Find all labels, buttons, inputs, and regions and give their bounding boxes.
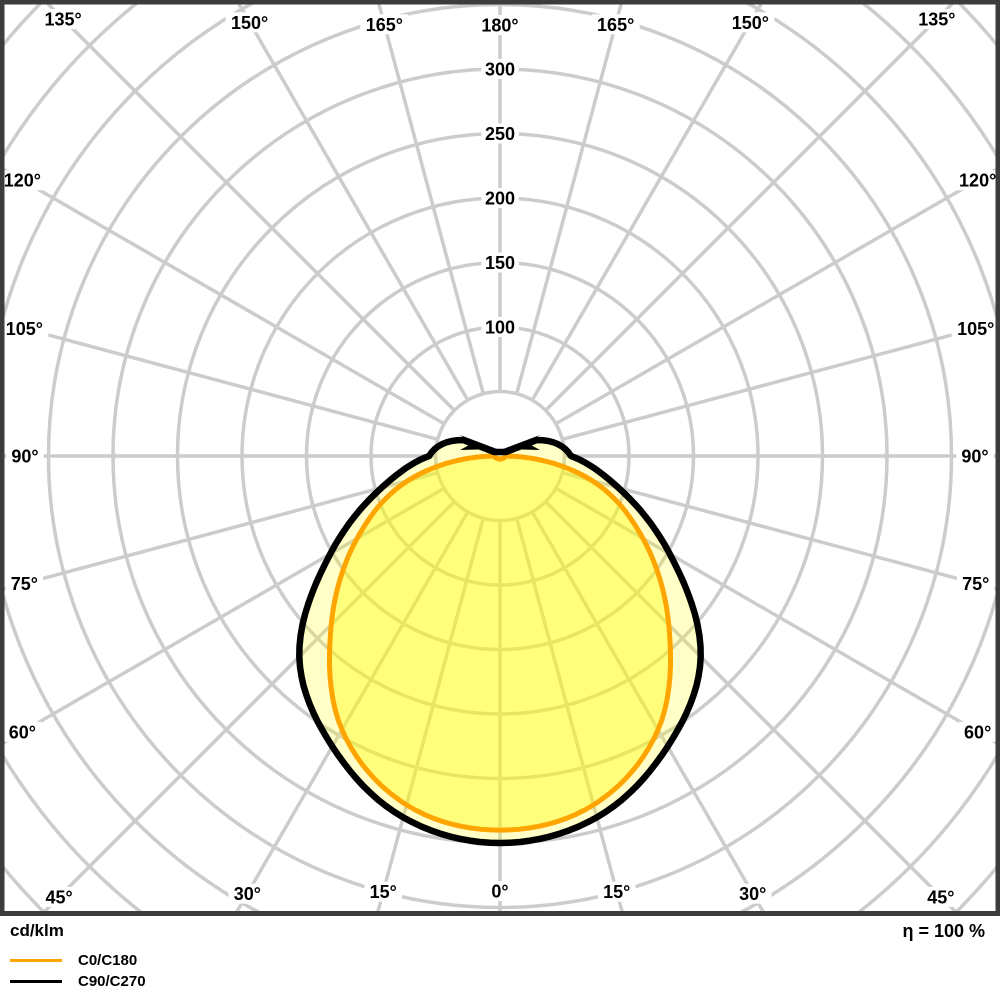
svg-text:150: 150 (485, 253, 515, 273)
svg-text:30°: 30° (739, 884, 766, 904)
svg-text:180°: 180° (481, 16, 518, 36)
svg-text:60°: 60° (964, 722, 991, 742)
svg-text:45°: 45° (927, 887, 954, 907)
svg-text:75°: 75° (11, 574, 38, 594)
svg-text:120°: 120° (4, 171, 41, 191)
svg-text:200: 200 (485, 189, 515, 209)
svg-text:105°: 105° (957, 319, 994, 339)
svg-text:45°: 45° (46, 887, 73, 907)
legend-swatch-c0-c180 (10, 959, 62, 962)
svg-text:90°: 90° (11, 447, 38, 467)
svg-text:165°: 165° (597, 15, 634, 35)
svg-text:75°: 75° (962, 574, 989, 594)
svg-text:60°: 60° (9, 722, 36, 742)
svg-text:15°: 15° (370, 882, 397, 902)
svg-text:0°: 0° (491, 882, 508, 902)
svg-text:15°: 15° (603, 882, 630, 902)
svg-text:105°: 105° (6, 319, 43, 339)
svg-text:150°: 150° (732, 13, 769, 33)
efficiency-label: η = 100 % (902, 921, 985, 941)
svg-text:300: 300 (485, 60, 515, 80)
chart-footer: cd/klm η = 100 % C0/C180 C90/C270 (0, 916, 1000, 1000)
svg-text:120°: 120° (959, 171, 996, 191)
legend-item: C90/C270 (10, 971, 1000, 992)
svg-text:90°: 90° (961, 447, 988, 467)
footer-labels: cd/klm η = 100 % (0, 916, 1000, 942)
legend: C0/C180 C90/C270 (0, 942, 1000, 992)
svg-text:250: 250 (485, 124, 515, 144)
legend-item: C0/C180 (10, 950, 1000, 971)
legend-swatch-c90-c270 (10, 980, 62, 983)
svg-text:165°: 165° (366, 15, 403, 35)
svg-text:135°: 135° (45, 10, 82, 30)
polar-intensity-chart: 100 150 200 250 300 0° 15° 15° 30° 30° 45° 45° 60° 60… (0, 0, 1000, 916)
polar-chart-canvas: 100 150 200 250 300 0° 15° 15° 30° 30° 45° 45° 60° 60… (0, 0, 1000, 916)
svg-text:135°: 135° (918, 10, 955, 30)
legend-label-c0-c180: C0/C180 (78, 952, 138, 969)
svg-text:30°: 30° (234, 884, 261, 904)
svg-text:100: 100 (485, 318, 515, 338)
legend-label-c90-c270: C90/C270 (78, 973, 146, 990)
unit-label: cd/klm (10, 921, 64, 940)
svg-text:150°: 150° (231, 13, 268, 33)
